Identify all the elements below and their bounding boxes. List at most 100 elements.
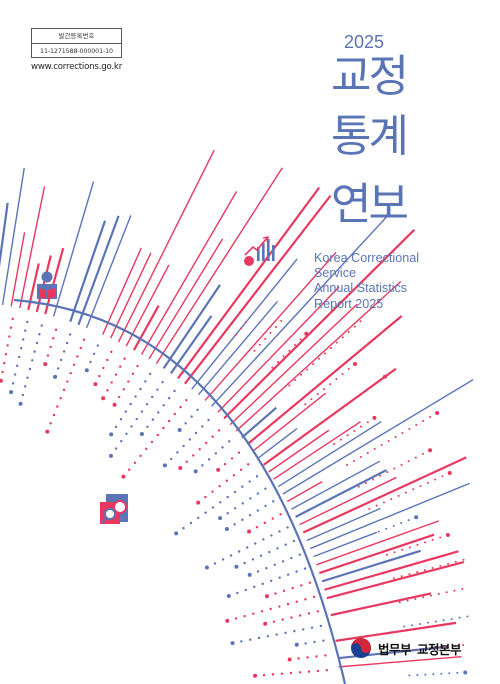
radial-dot — [284, 543, 287, 546]
radial-dot — [145, 403, 149, 406]
radial-dot — [406, 649, 409, 652]
radial-dot — [332, 413, 335, 416]
radial-dot — [316, 610, 319, 613]
radial-bar — [273, 421, 361, 480]
radial-dot — [281, 618, 284, 621]
radial-bar — [223, 229, 416, 420]
radial-dot — [393, 467, 396, 470]
radial-dot — [304, 598, 307, 601]
radial-dot — [198, 448, 201, 451]
radial-dot — [390, 498, 393, 501]
radial-dot — [272, 620, 276, 623]
radial-dot — [49, 345, 52, 349]
radial-dot — [377, 530, 380, 533]
radial-dot — [52, 337, 55, 340]
radial-dot — [371, 385, 374, 388]
radial-dot — [110, 381, 113, 384]
radial-dot — [204, 565, 209, 570]
radial-dot — [226, 495, 229, 499]
radial-dot — [269, 331, 272, 334]
radial-dot — [380, 444, 383, 446]
radial-dot — [288, 384, 291, 387]
radial-dot — [359, 320, 362, 323]
radial-dot — [280, 672, 284, 675]
radial-dot — [408, 573, 411, 576]
radial-dot — [185, 460, 188, 463]
radial-dot — [264, 594, 269, 599]
radial-dot — [302, 628, 305, 631]
radial-dot — [256, 509, 260, 512]
radial-dot — [442, 619, 445, 622]
radial-dot — [131, 372, 135, 375]
publisher-name: 법무부 교정본부 — [378, 639, 462, 658]
ministry-name: 법무부 — [378, 641, 412, 657]
radial-dot — [263, 621, 268, 626]
radial-dot — [338, 408, 341, 411]
radial-dot — [162, 404, 165, 407]
radial-dot — [400, 575, 403, 578]
radial-dot — [353, 429, 356, 432]
radial-bar — [338, 655, 462, 668]
radial-dot — [364, 481, 367, 484]
report-year: 2025 — [344, 32, 385, 52]
radial-dot — [274, 592, 277, 595]
radial-dot — [269, 579, 273, 582]
radial-dot — [271, 517, 274, 520]
radial-dot — [274, 325, 277, 328]
radial-dot — [414, 649, 417, 652]
service-name: 교정본부 — [417, 641, 462, 657]
radial-dot — [196, 408, 199, 412]
radial-dot — [182, 444, 185, 448]
radial-dot — [3, 361, 6, 365]
radial-dot — [276, 361, 279, 364]
radial-dot — [59, 397, 62, 400]
radial-dot — [28, 367, 32, 371]
website-link[interactable]: www.corrections.go.kr — [31, 62, 123, 72]
radial-dot — [193, 469, 198, 474]
radial-dot — [237, 550, 241, 553]
radial-dot — [461, 587, 464, 590]
radial-dot — [59, 358, 63, 362]
radial-dot — [249, 497, 252, 500]
radial-dot — [341, 336, 344, 339]
radial-dot — [295, 600, 298, 603]
radial-bar — [0, 202, 9, 268]
radial-dot — [121, 474, 126, 479]
radial-dot — [225, 479, 228, 482]
english-title: Korea Correctional Service Annual Statis… — [314, 251, 484, 312]
radial-dot — [9, 390, 14, 395]
radial-dot — [431, 567, 434, 570]
radial-dot — [218, 485, 221, 488]
radial-bar — [177, 186, 321, 380]
radial-dot — [291, 586, 294, 590]
radial-dot — [392, 577, 395, 580]
radial-dot — [407, 519, 410, 522]
radial-dot — [233, 490, 237, 494]
radial-dot — [325, 669, 329, 672]
radial-dot — [322, 639, 325, 642]
radial-dot — [261, 582, 264, 586]
radial-dot — [234, 507, 237, 510]
english-title-line-3: Annual Statistics — [314, 281, 408, 296]
radial-dot — [26, 376, 29, 379]
radial-dot — [407, 460, 410, 463]
registration-box: 발간등록번호 11-1271588-000001-10 — [31, 28, 122, 58]
radial-bar — [204, 251, 337, 401]
radial-dot — [204, 441, 208, 445]
radial-dot — [335, 378, 338, 381]
radial-dot — [148, 372, 152, 376]
radial-dot — [196, 500, 201, 505]
radial-dot — [290, 556, 293, 560]
radial-bar — [246, 315, 403, 446]
radial-dot — [114, 425, 118, 429]
radial-dot — [82, 338, 86, 341]
radial-dot — [329, 347, 332, 350]
radial-dot — [462, 558, 465, 561]
radial-dot — [347, 330, 350, 333]
radial-dot — [124, 410, 128, 413]
radial-dot — [295, 570, 298, 573]
radial-dot — [308, 581, 312, 584]
radial-bar — [324, 550, 459, 591]
radial-dot — [401, 432, 404, 434]
